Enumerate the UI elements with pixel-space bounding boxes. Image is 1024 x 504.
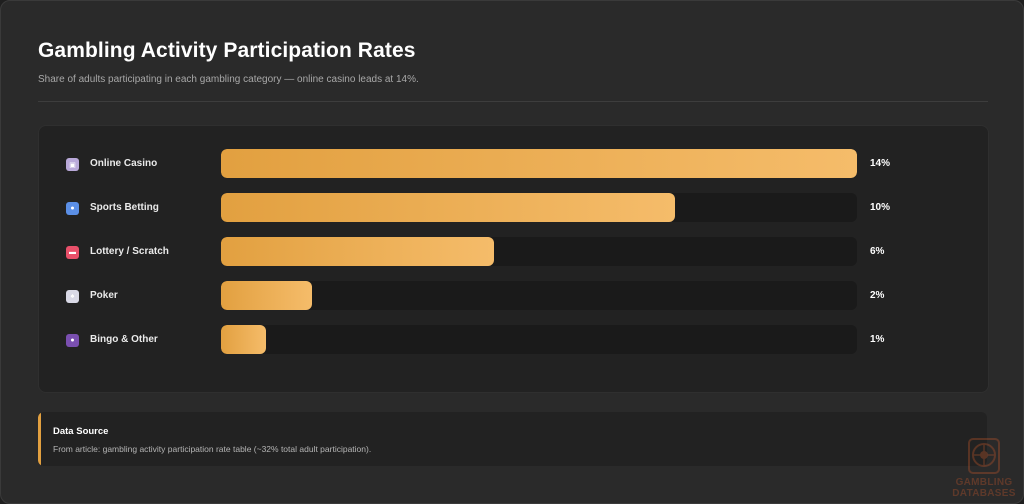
bar-chart: ▣ Online Casino 14% ● Sports Betting 10% ▬ Lott… — [38, 125, 989, 393]
bar-row: ● Bingo & Other 1% — [39, 325, 988, 355]
bar-track — [221, 325, 857, 354]
value-label: 6% — [870, 246, 885, 257]
source-text: From article: gambling activity particip… — [53, 444, 372, 454]
bar-track — [221, 149, 857, 178]
category-label: Online Casino — [90, 158, 158, 169]
watermark-logo: GAMBLING DATABASES — [949, 435, 1019, 501]
category-label: Sports Betting — [90, 202, 159, 213]
bar — [221, 193, 676, 222]
bar-row: ● Sports Betting 10% — [39, 193, 988, 223]
playing-cards-icon: ♠ — [66, 290, 79, 303]
bingo-ball-icon: ● — [66, 334, 79, 347]
bar-track — [221, 281, 857, 310]
globe-ball-icon: ● — [66, 202, 79, 215]
watermark-text-1: GAMBLING — [955, 477, 1013, 488]
bar — [221, 281, 312, 310]
value-label: 2% — [870, 290, 885, 301]
bar — [221, 325, 267, 354]
data-source-card: Data Source From article: gambling activ… — [38, 412, 987, 466]
value-label: 10% — [870, 202, 891, 213]
header-divider — [38, 101, 988, 102]
category-label: Lottery / Scratch — [90, 246, 169, 257]
category-label: Bingo & Other — [90, 334, 158, 345]
source-title: Data Source — [53, 426, 109, 437]
bar — [221, 237, 494, 266]
bar-track — [221, 237, 857, 266]
bar-row: ♠ Poker 2% — [39, 281, 988, 311]
bar-row: ▬ Lottery / Scratch 6% — [39, 237, 988, 267]
ticket-icon: ▬ — [66, 246, 79, 259]
slot-machine-icon: ▣ — [66, 158, 79, 171]
bar-row: ▣ Online Casino 14% — [39, 149, 988, 179]
page-subtitle: Share of adults participating in each ga… — [38, 74, 419, 85]
bar-track — [221, 193, 857, 222]
page-title: Gambling Activity Participation Rates — [38, 39, 416, 62]
source-accent-bar — [38, 412, 41, 466]
value-label: 14% — [870, 158, 891, 169]
value-label: 1% — [870, 334, 885, 345]
watermark-text-2: DATABASES — [952, 488, 1016, 499]
category-label: Poker — [90, 290, 118, 301]
bar — [221, 149, 857, 178]
roulette-wheel-icon — [968, 438, 1000, 474]
